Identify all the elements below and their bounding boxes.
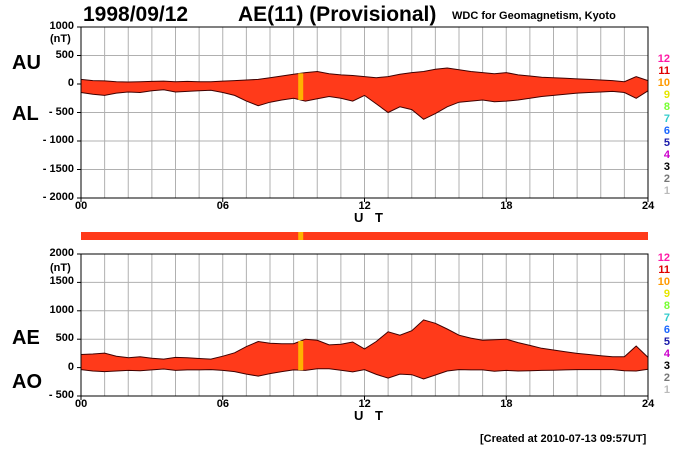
top-series-au-line — [80, 67, 649, 83]
top-hour-legend-item: 6 — [663, 125, 670, 137]
bottom-hour-legend-item: 4 — [663, 348, 670, 360]
top-series-al-line — [80, 89, 649, 120]
bottom-hour-legend-item: 9 — [663, 288, 670, 300]
top-hour-legend-item: 2 — [663, 173, 670, 185]
top-hour-legend-item: 12 — [657, 53, 670, 65]
top-y-tick-label: - 2000 — [42, 191, 74, 203]
bottom-x-axis-label: U T — [354, 408, 387, 423]
bottom-hour-legend-item: 5 — [663, 336, 670, 348]
top-y-tick-label: - 500 — [48, 105, 74, 118]
bottom-highlight-band — [298, 341, 304, 371]
bottom-series-ae-line — [80, 319, 649, 360]
bottom-hour-legend-item: 10 — [657, 276, 670, 288]
bottom-y-tick-label: 500 — [55, 332, 74, 345]
top-range-area — [81, 68, 648, 120]
bottom-hour-legend-item: 3 — [663, 360, 670, 372]
source-label: WDC for Geomagnetism, Kyoto — [452, 10, 616, 22]
bottom-y-tick-label: 2000 — [49, 247, 74, 259]
top-hour-legend-item: 8 — [663, 101, 670, 113]
bottom-x-tick-label: 06 — [216, 398, 229, 410]
date-title: 1998/09/12 — [83, 3, 189, 26]
bottom-hour-legend-item: 1 — [663, 384, 670, 396]
bottom-y-tick-label: 1500 — [49, 275, 74, 288]
top-y-tick-label: - 1000 — [42, 134, 74, 146]
top-y-tick-label: 1000 — [49, 20, 74, 32]
top-hour-legend-item: 5 — [663, 137, 670, 149]
top-unit-label: (nT) — [50, 33, 71, 45]
chart-title: AE(11) (Provisional) — [238, 3, 437, 26]
top-hour-legend-item: 4 — [663, 149, 670, 161]
bottom-x-tick-label: 12 — [358, 398, 371, 410]
top-x-tick-label: 06 — [216, 200, 229, 212]
bottom-y-tick-label: - 500 — [48, 389, 74, 401]
bottom-x-tick-label: 24 — [642, 398, 655, 410]
top-x-tick-label: 18 — [500, 200, 513, 212]
bottom-x-tick-label: 18 — [500, 398, 513, 410]
created-label: [Created at 2010-07-13 09:57UT] — [480, 433, 647, 445]
top-x-tick-label: 24 — [642, 200, 655, 212]
top-hour-legend-item: 1 — [663, 185, 670, 197]
bottom-y-tick-label: 1000 — [49, 303, 74, 316]
bottom-hour-legend-item: 8 — [663, 300, 670, 312]
au-label: AU — [12, 52, 41, 74]
top-hour-legend-item: 7 — [663, 113, 670, 125]
bottom-x-tick-label: 00 — [75, 398, 88, 410]
bottom-series-ao-line — [80, 368, 649, 380]
top-highlight-band — [298, 73, 304, 100]
top-hour-legend-item: 3 — [663, 161, 670, 173]
ae-label: AE — [12, 327, 40, 349]
bottom-hour-legend-item: 6 — [663, 324, 670, 336]
top-hour-legend-item: 9 — [663, 89, 670, 101]
top-y-tick-label: 0 — [67, 77, 74, 89]
bottom-y-tick-label: 0 — [67, 360, 74, 373]
top-x-tick-label: 12 — [358, 200, 371, 212]
bottom-unit-label: (nT) — [50, 262, 71, 274]
coverage-strip — [81, 232, 648, 240]
top-hour-legend-item: 11 — [658, 65, 670, 77]
top-x-tick-label: 00 — [75, 200, 88, 212]
bottom-hour-legend-item: 7 — [663, 312, 670, 324]
top-hour-legend-item: 10 — [657, 77, 670, 89]
bottom-hour-legend-item: 12 — [657, 252, 670, 264]
bottom-hour-legend-item: 11 — [658, 264, 670, 276]
top-x-axis-label: U T — [354, 210, 387, 225]
ao-label: AO — [12, 371, 42, 393]
al-label: AL — [12, 103, 39, 125]
coverage-highlight — [298, 232, 304, 240]
top-y-tick-label: - 1500 — [42, 162, 74, 175]
top-y-tick-label: 500 — [55, 48, 74, 61]
bottom-hour-legend-item: 2 — [663, 372, 670, 384]
